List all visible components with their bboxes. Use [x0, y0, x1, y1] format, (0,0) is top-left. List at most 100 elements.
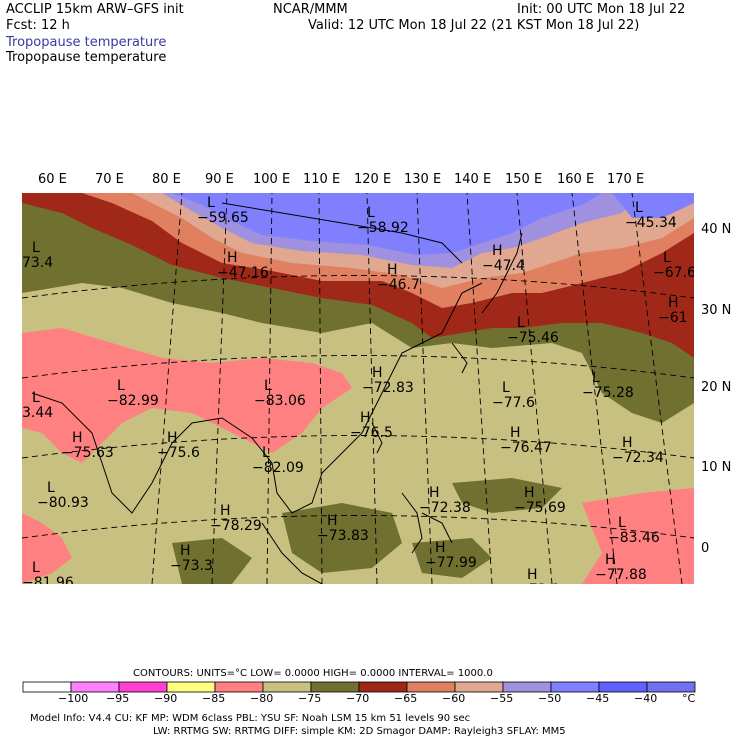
extremum-marker: L [635, 200, 643, 216]
color-bar-label: −90 [154, 692, 178, 705]
extremum-value: −72.34 [612, 450, 664, 466]
extremum-marker: H [180, 543, 191, 559]
fill-olive-east [582, 343, 694, 423]
extremum-value: −77.6 [492, 395, 535, 411]
extremum-marker: H [524, 485, 535, 501]
fill-blue-core [172, 193, 602, 255]
extremum-value: −83.46 [608, 530, 660, 546]
latitude-label: 0 [701, 541, 710, 556]
longitude-label: 170 E [607, 172, 645, 187]
color-bar-swatch [454, 681, 504, 693]
extremum-value: −82.09 [252, 460, 304, 476]
extremum-marker: H [227, 250, 238, 266]
tropopause-temperature-map: L−59.65 L−58.92L−45.34H−47.16 H−46.7H−47.4… [22, 193, 694, 584]
extremum-value: −75.63 [62, 445, 114, 461]
extremum-value: −47.4 [482, 258, 525, 274]
field-title-2: Tropopause temperature [6, 50, 167, 65]
extremum-marker: H [372, 365, 383, 381]
color-bar-label: −100 [58, 692, 89, 705]
extremum-value: −59.65 [197, 210, 249, 226]
color-bar-swatch [598, 681, 648, 693]
longitude-label: 100 E [253, 172, 291, 187]
color-bar-label: −45 [586, 692, 610, 705]
extremum-marker: L [502, 380, 510, 396]
fill-olive-patch-2 [172, 538, 252, 584]
color-bar-label: −85 [202, 692, 226, 705]
extremum-value: −75.69 [514, 500, 566, 516]
extremum-value: 73.4 [22, 255, 53, 271]
extremum-value: −76.47 [500, 440, 552, 456]
extremum-marker: L [663, 250, 671, 266]
extremum-marker: H [72, 430, 83, 446]
latitude-label: 30 N [701, 303, 732, 318]
color-bar-label: °C [682, 692, 696, 705]
color-bar-swatch [310, 681, 360, 693]
extremum-value: −82.99 [107, 393, 159, 409]
color-bar-label: −40 [634, 692, 658, 705]
extremum-marker: L [367, 205, 375, 221]
fill-pink-se [582, 488, 694, 584]
longitude-label: 110 E [303, 172, 341, 187]
fill-blue-ne [612, 193, 694, 218]
extremum-marker: L [618, 515, 626, 531]
extremum-value: −72.38 [419, 500, 471, 516]
extrema-labels: L−59.65 L−58.92L−45.34H−47.16 H−46.7H−47.4… [22, 195, 694, 584]
extremum-value: −72.83 [362, 380, 414, 396]
color-bar-label: −55 [490, 692, 514, 705]
fill-pink-sw [22, 513, 72, 584]
extremum-marker: H [429, 485, 440, 501]
color-bar-label: −80 [250, 692, 274, 705]
graticule [22, 193, 694, 584]
extremum-marker: L [262, 445, 270, 461]
longitude-label: 130 E [404, 172, 442, 187]
extremum-marker: H [435, 540, 446, 556]
color-bar-swatch [358, 681, 408, 693]
init-time: Init: 00 UTC Mon 18 Jul 22 [517, 2, 686, 17]
extremum-value: −47.16 [217, 265, 269, 281]
extremum-marker: H [668, 295, 679, 311]
longitude-label: 120 E [354, 172, 392, 187]
extremum-marker: L [207, 195, 215, 211]
latitude-label: 10 N [701, 460, 732, 475]
extremum-marker: H [510, 425, 521, 441]
coastlines [31, 202, 523, 584]
extremum-value: −75.28 [582, 385, 634, 401]
extremum-marker: H [605, 552, 616, 568]
fill-olive-patch-3 [452, 478, 562, 513]
extremum-value: −81.96 [22, 575, 74, 584]
extremum-value: −77.99 [425, 555, 477, 571]
extremum-marker: L [517, 315, 525, 331]
extremum-marker: H [387, 262, 398, 278]
organization: NCAR/MMM [273, 2, 348, 17]
longitude-label: 70 E [95, 172, 124, 187]
extremum-marker: L [264, 378, 272, 394]
extremum-value: −61 [658, 310, 688, 326]
longitude-label: 60 E [38, 172, 67, 187]
color-bar-swatch [262, 681, 312, 693]
extremum-value: −83.06 [254, 393, 306, 409]
color-bar-label: −95 [106, 692, 130, 705]
color-bar-swatch [406, 681, 456, 693]
extremum-marker: L [117, 378, 125, 394]
model-info-line-1: Model Info: V4.4 CU: KF MP: WDM 6class P… [30, 713, 471, 724]
longitude-label: 150 E [505, 172, 543, 187]
color-bar-swatch [166, 681, 216, 693]
extremum-marker: H [622, 435, 633, 451]
extremum-marker: H [527, 567, 538, 583]
model-info-line-2: LW: RRTMG SW: RRTMG DIFF: simple KM: 2D … [153, 726, 566, 737]
extremum-value: −80.93 [37, 495, 89, 511]
extremum-value: −58.92 [357, 220, 409, 236]
color-bar-swatch [502, 681, 552, 693]
extremum-value: −78.29 [210, 518, 262, 534]
extremum-value: −45.34 [625, 215, 677, 231]
color-bar-swatch [22, 681, 72, 693]
extremum-value: −77.88 [595, 567, 647, 583]
color-bar-swatch [646, 681, 696, 693]
latitude-label: 20 N [701, 380, 732, 395]
field-title-1: Tropopause temperature [6, 35, 167, 50]
longitude-label: 160 E [557, 172, 595, 187]
forecast-hour: Fcst: 12 h [6, 18, 70, 33]
extremum-marker: L [32, 240, 40, 256]
extremum-value: −75.6 [157, 445, 200, 461]
extremum-marker: L [47, 480, 55, 496]
